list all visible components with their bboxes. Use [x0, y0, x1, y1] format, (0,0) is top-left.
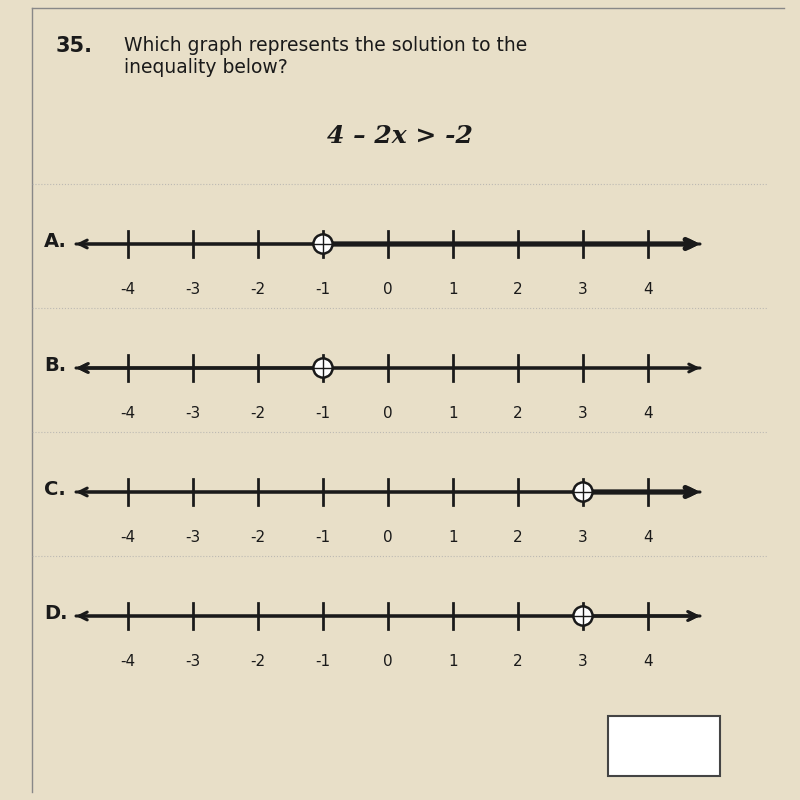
Text: -1: -1 — [315, 654, 330, 669]
Text: 0: 0 — [383, 654, 393, 669]
Text: 4: 4 — [643, 654, 653, 669]
Text: Which graph represents the solution to the
inequality below?: Which graph represents the solution to t… — [124, 36, 527, 77]
Text: -4: -4 — [121, 406, 135, 421]
Text: 3: 3 — [578, 654, 588, 669]
Text: 0: 0 — [383, 406, 393, 421]
Text: A.: A. — [44, 232, 67, 251]
Text: 2: 2 — [513, 406, 523, 421]
Text: 1: 1 — [448, 530, 458, 545]
Text: -2: -2 — [250, 530, 266, 545]
Text: -1: -1 — [315, 406, 330, 421]
Text: -3: -3 — [186, 406, 201, 421]
Text: 3: 3 — [578, 282, 588, 297]
Text: 3: 3 — [578, 406, 588, 421]
Text: 4: 4 — [643, 282, 653, 297]
Text: 1: 1 — [448, 282, 458, 297]
Text: -1: -1 — [315, 530, 330, 545]
Text: 0: 0 — [383, 530, 393, 545]
Text: D.: D. — [44, 604, 67, 623]
Text: -3: -3 — [186, 654, 201, 669]
Text: 4 – 2x > -2: 4 – 2x > -2 — [327, 124, 473, 148]
Text: 4: 4 — [643, 530, 653, 545]
Text: -3: -3 — [186, 282, 201, 297]
Text: C.: C. — [44, 480, 66, 499]
Text: B.: B. — [44, 356, 66, 375]
Text: 35.: 35. — [56, 36, 93, 56]
Text: 0: 0 — [383, 282, 393, 297]
Text: 2: 2 — [513, 654, 523, 669]
Text: 3: 3 — [578, 530, 588, 545]
Text: 4: 4 — [643, 406, 653, 421]
Text: -3: -3 — [186, 530, 201, 545]
Circle shape — [314, 234, 333, 254]
Circle shape — [574, 606, 593, 626]
Text: -1: -1 — [315, 282, 330, 297]
Text: -4: -4 — [121, 530, 135, 545]
Text: -4: -4 — [121, 282, 135, 297]
FancyBboxPatch shape — [608, 716, 720, 776]
Text: 1: 1 — [448, 654, 458, 669]
Circle shape — [574, 482, 593, 502]
Text: 2: 2 — [513, 282, 523, 297]
Text: 1: 1 — [448, 406, 458, 421]
Circle shape — [314, 358, 333, 378]
Text: 2: 2 — [513, 530, 523, 545]
Text: -4: -4 — [121, 654, 135, 669]
Text: -2: -2 — [250, 654, 266, 669]
Text: -2: -2 — [250, 282, 266, 297]
Text: -2: -2 — [250, 406, 266, 421]
